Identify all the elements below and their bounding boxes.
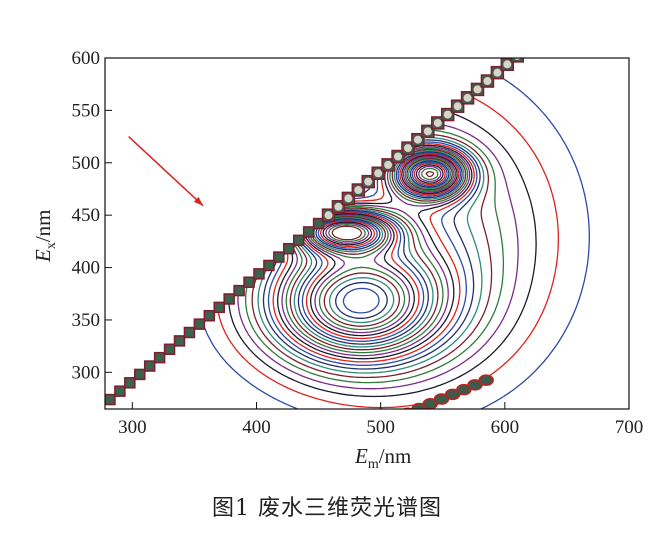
contour-level bbox=[307, 155, 457, 334]
rayleigh-scatter-core bbox=[236, 288, 242, 294]
rayleigh-scatter-core bbox=[276, 254, 282, 260]
rayleigh-scatter-core bbox=[443, 110, 452, 119]
rayleigh-scatter-core bbox=[344, 194, 353, 203]
y-tick-label: 300 bbox=[72, 362, 101, 383]
y-tick-label: 400 bbox=[72, 258, 101, 279]
rayleigh-scatter-band bbox=[105, 58, 524, 409]
rayleigh-scatter-core bbox=[453, 102, 462, 111]
rayleigh-scatter-core bbox=[316, 221, 322, 227]
contour-level bbox=[310, 158, 453, 327]
x-tick-label: 300 bbox=[118, 417, 147, 438]
y-axis-label: Ex/nm bbox=[31, 210, 59, 264]
contour-level bbox=[309, 156, 455, 331]
rayleigh-scatter-core bbox=[473, 85, 482, 94]
rayleigh-scatter-core bbox=[186, 330, 192, 336]
rayleigh-scatter-core bbox=[107, 397, 113, 403]
contour-level bbox=[313, 159, 452, 324]
contour-level bbox=[251, 133, 493, 379]
rayleigh-scatter-core bbox=[493, 68, 502, 77]
x-axis-label-symbol: E bbox=[354, 444, 368, 468]
rayleigh-scatter-core bbox=[117, 388, 123, 394]
rayleigh-scatter-core bbox=[206, 313, 212, 319]
y-axis: 300 350 400 450 500 550 600 bbox=[72, 48, 112, 383]
rayleigh-scatter-core bbox=[423, 127, 432, 136]
arrow-head bbox=[193, 196, 204, 206]
rayleigh-scatter-core bbox=[266, 262, 272, 268]
x-axis-label-subscript: m bbox=[368, 457, 379, 472]
rayleigh-scatter-core bbox=[296, 237, 302, 243]
figure-caption: 图1 废水三维荧光谱图 bbox=[212, 496, 442, 521]
rayleigh-scatter-core bbox=[384, 160, 393, 169]
second-order-scatter-mark bbox=[402, 407, 414, 409]
rayleigh-scatter-core bbox=[167, 346, 173, 352]
second-order-scatter-mark bbox=[478, 374, 494, 386]
contour-level bbox=[315, 160, 450, 319]
x-tick-label: 600 bbox=[491, 417, 520, 438]
rayleigh-scatter-core bbox=[216, 304, 222, 310]
rayleigh-scatter-core bbox=[324, 211, 333, 220]
rayleigh-scatter-core bbox=[127, 380, 133, 386]
rayleigh-scatter-core bbox=[374, 169, 383, 178]
rayleigh-scatter-core bbox=[226, 296, 232, 302]
arrow-shaft bbox=[128, 136, 204, 207]
rayleigh-scatter-core bbox=[394, 152, 403, 161]
contour-level bbox=[325, 165, 442, 244]
x-axis: 300 400 500 600 700 bbox=[118, 402, 643, 438]
rayleigh-scatter-core bbox=[334, 202, 343, 211]
rayleigh-scatter-core bbox=[196, 321, 202, 327]
rayleigh-scatter-core bbox=[306, 229, 312, 235]
annotation-arrow bbox=[128, 136, 204, 207]
y-axis-label-unit: /nm bbox=[31, 210, 55, 243]
rayleigh-scatter-core bbox=[286, 246, 292, 252]
rayleigh-scatter-core bbox=[463, 93, 472, 102]
y-axis-label-symbol: E bbox=[31, 249, 55, 263]
contour-level bbox=[317, 161, 448, 314]
rayleigh-scatter-core bbox=[147, 363, 153, 369]
rayleigh-scatter-core bbox=[503, 60, 512, 69]
rayleigh-scatter-core bbox=[157, 355, 163, 361]
rayleigh-scatter-core bbox=[246, 279, 252, 285]
x-axis-label: Em/nm bbox=[354, 444, 411, 472]
x-axis-label-unit: /nm bbox=[379, 444, 412, 468]
contour-level bbox=[319, 162, 446, 248]
contour-level bbox=[217, 97, 560, 409]
x-tick-label: 500 bbox=[366, 417, 395, 438]
contour-level bbox=[331, 170, 435, 241]
y-tick-label: 600 bbox=[72, 48, 101, 69]
rayleigh-scatter-core bbox=[364, 177, 373, 186]
rayleigh-scatter-mark bbox=[510, 58, 524, 63]
rayleigh-scatter-core bbox=[433, 118, 442, 127]
contour-level bbox=[327, 167, 439, 243]
contour-level bbox=[281, 146, 471, 357]
rayleigh-scatter-core bbox=[483, 77, 492, 86]
rayleigh-scatter-core bbox=[513, 58, 521, 60]
y-tick-label: 450 bbox=[72, 205, 101, 226]
y-tick-label: 500 bbox=[72, 153, 101, 174]
x-tick-label: 700 bbox=[615, 417, 644, 438]
contour-level bbox=[322, 164, 444, 246]
rayleigh-scatter-core bbox=[403, 144, 412, 153]
rayleigh-scatter-core bbox=[256, 271, 262, 277]
rayleigh-scatter-core bbox=[413, 135, 422, 144]
y-axis-label-subscript: x bbox=[44, 242, 59, 249]
y-tick-label: 350 bbox=[72, 310, 101, 331]
rayleigh-scatter-core bbox=[137, 371, 143, 377]
rayleigh-scatter-core bbox=[354, 186, 363, 195]
y-tick-label: 550 bbox=[72, 100, 101, 121]
x-tick-label: 400 bbox=[242, 417, 271, 438]
rayleigh-scatter-core bbox=[177, 338, 183, 344]
contour-lines bbox=[202, 75, 590, 409]
plot-frame bbox=[104, 57, 630, 410]
